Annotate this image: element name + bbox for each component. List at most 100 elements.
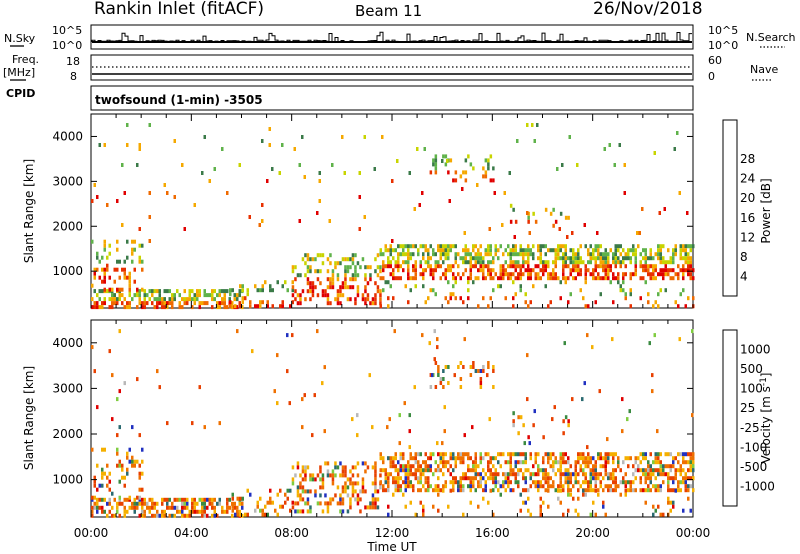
- echo-cell: [472, 480, 475, 485]
- echo-cell: [382, 468, 385, 473]
- echo-cell: [437, 508, 440, 513]
- echo-cell: [163, 289, 166, 294]
- echo-cell: [649, 452, 652, 457]
- echo-cell: [592, 248, 595, 253]
- echo-cell: [409, 464, 412, 469]
- echo-cell: [116, 397, 119, 402]
- echo-cell: [121, 163, 124, 167]
- echo-cell: [441, 441, 444, 446]
- y-tick-label: 3000: [52, 381, 83, 395]
- echo-cell: [361, 477, 365, 482]
- echo-cell: [677, 452, 680, 457]
- echo-cell: [604, 512, 607, 517]
- echo-cell: [467, 484, 470, 489]
- echo-cell: [534, 264, 537, 269]
- echo-cell: [128, 459, 131, 464]
- echo-cell: [316, 211, 319, 215]
- echo-cell: [336, 261, 340, 266]
- echo-cell: [141, 267, 144, 272]
- echo-cell: [336, 293, 340, 298]
- date-title: 26/Nov/2018: [593, 0, 703, 19]
- echo-cell: [131, 251, 134, 256]
- echo-cell: [259, 300, 262, 305]
- echo-cell: [602, 504, 605, 509]
- echo-cell: [627, 252, 630, 257]
- echo-cell: [374, 505, 377, 510]
- echo-cell: [564, 460, 567, 465]
- echo-cell: [329, 281, 332, 286]
- cpid-panel: twofsound (1-min) -3505: [90, 85, 694, 111]
- echo-cell: [123, 305, 126, 310]
- echo-cell: [621, 429, 624, 434]
- echo-cell: [492, 480, 495, 485]
- echo-cell: [647, 268, 650, 273]
- echo-cell: [459, 460, 462, 465]
- echo-cell: [604, 460, 607, 465]
- echo-cell: [206, 497, 209, 502]
- echo-cell: [387, 476, 390, 481]
- echo-cell: [487, 452, 490, 457]
- echo-cell: [542, 476, 545, 481]
- nsearch-tick-low: 10^0: [708, 39, 738, 52]
- echo-cell: [647, 292, 650, 297]
- echo-cell: [136, 305, 139, 310]
- echo-cell: [539, 496, 542, 501]
- echo-cell: [447, 268, 450, 273]
- echo-cell: [241, 505, 244, 510]
- echo-cell: [374, 297, 377, 302]
- echo-cell: [373, 167, 376, 171]
- echo-cell: [414, 268, 417, 273]
- y-tick-label: 1000: [52, 264, 83, 278]
- echo-cell: [291, 333, 294, 338]
- echo-cell: [469, 252, 472, 257]
- echo-cell: [467, 154, 470, 159]
- echo-cell: [574, 476, 577, 481]
- colorbar-frame: [722, 329, 738, 507]
- echo-cell: [191, 509, 194, 514]
- echo-cell: [133, 279, 136, 284]
- echo-cell: [351, 465, 355, 470]
- echo-cell: [101, 483, 104, 488]
- echo-cell: [472, 460, 475, 465]
- echo-cell: [334, 461, 337, 466]
- echo-cell: [201, 171, 204, 175]
- echo-cell: [394, 248, 397, 253]
- echo-cell: [679, 480, 682, 485]
- echo-cell: [188, 297, 191, 302]
- echo-cell: [289, 508, 292, 513]
- echo-cell: [514, 219, 518, 224]
- echo-cell: [624, 456, 627, 461]
- echo-cell: [647, 488, 650, 493]
- echo-cell: [369, 273, 372, 278]
- echo-cell: [148, 123, 151, 127]
- echo-cell: [108, 287, 111, 292]
- echo-cell: [692, 296, 695, 301]
- echo-cell: [173, 195, 176, 199]
- echo-cell: [647, 256, 650, 261]
- echo-cell: [629, 260, 632, 265]
- echo-cell: [589, 456, 592, 461]
- echo-cell: [442, 484, 445, 489]
- echo-cell: [379, 289, 382, 294]
- echo-cell: [454, 480, 457, 485]
- echo-cell: [532, 211, 535, 216]
- echo-cell: [579, 288, 582, 293]
- echo-cell: [118, 497, 121, 502]
- echo-cell: [667, 452, 670, 457]
- echo-cell: [123, 475, 126, 480]
- echo-cell: [622, 276, 625, 281]
- echo-cell: [623, 163, 626, 167]
- echo-cell: [492, 276, 495, 281]
- echo-cell: [497, 248, 500, 253]
- echo-cell: [639, 460, 642, 465]
- echo-cell: [419, 464, 422, 469]
- echo-cell: [408, 171, 411, 175]
- echo-cell: [301, 477, 305, 482]
- echo-cell: [689, 456, 692, 461]
- echo-cell: [567, 484, 570, 489]
- echo-cell: [407, 276, 410, 281]
- echo-cell: [624, 484, 627, 489]
- echo-cell: [306, 289, 310, 294]
- echo-cell: [454, 178, 458, 183]
- echo-cell: [649, 464, 652, 469]
